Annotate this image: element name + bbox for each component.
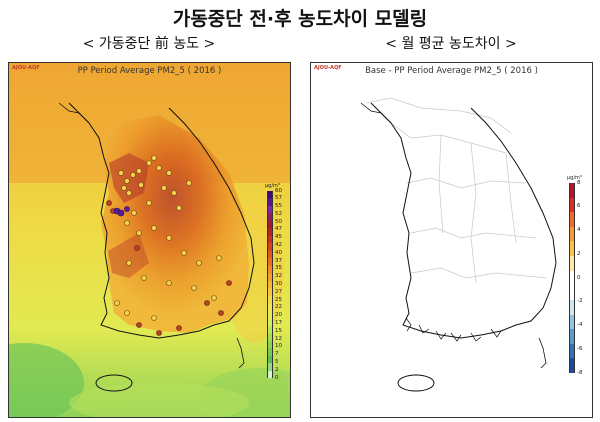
pm25-concentration-map: [9, 63, 290, 417]
right-logo: AJOU-AQF: [314, 65, 342, 71]
difference-map: [311, 63, 592, 417]
left-colorbar-tick: 60: [275, 187, 282, 194]
left-colorbar-tick: 45: [275, 234, 282, 241]
left-colorbar: [267, 191, 273, 379]
main-title: 가동중단 전·후 농도차이 모델링: [172, 8, 428, 30]
left-colorbar-segment: [267, 348, 273, 357]
left-colorbar-segment: [267, 273, 273, 282]
left-colorbar-tick: 42: [275, 242, 282, 249]
left-colorbar-segment: [267, 325, 273, 334]
left-colorbar-segment: [267, 303, 273, 312]
right-map-frame: Base - PP Period Average PM2_5 ( 2016 ) …: [310, 62, 593, 418]
left-colorbar-segment: [267, 220, 273, 229]
left-colorbar-segment: [267, 295, 273, 304]
left-colorbar-tick: 55: [275, 203, 282, 210]
left-colorbar-tick: 27: [275, 288, 282, 295]
left-colorbar-segment: [267, 340, 273, 349]
right-colorbar-tick: 2: [577, 250, 581, 257]
left-colorbar-segment: [267, 235, 273, 244]
right-colorbar-segment: [569, 270, 575, 286]
left-plot-title: PP Period Average PM2_5 ( 2016 ): [77, 66, 222, 76]
left-colorbar-tick: 2: [275, 366, 279, 373]
right-colorbar-tick: -4: [577, 322, 583, 328]
left-colorbar-segment: [267, 213, 273, 222]
right-colorbar-segment: [569, 343, 575, 359]
left-colorbar-segment: [267, 310, 273, 319]
left-colorbar-segment: [267, 280, 273, 289]
left-colorbar-segment: [267, 191, 273, 199]
left-colorbar-segment: [267, 198, 273, 207]
right-colorbar-segment: [569, 299, 575, 316]
left-colorbar-segment: [267, 318, 273, 327]
left-colorbar-tick: 32: [275, 273, 282, 280]
right-colorbar-tick: 8: [577, 179, 581, 186]
left-colorbar-tick: 17: [275, 319, 282, 326]
left-logo: AJOU-AQF: [12, 65, 40, 71]
left-colorbar-segment: [267, 250, 273, 259]
left-colorbar-tick: 35: [275, 265, 282, 272]
left-colorbar-tick: 22: [275, 304, 282, 311]
right-colorbar-tick: -6: [577, 345, 583, 352]
left-panel-subtitle: < 가동중단 前 농도 >: [82, 36, 216, 52]
left-colorbar-segment: [267, 243, 273, 252]
right-colorbar-segment: [569, 241, 575, 257]
left-colorbar-segment: [267, 370, 273, 379]
left-colorbar-tick: 52: [275, 210, 282, 217]
left-colorbar-segment: [267, 288, 273, 297]
right-colorbar-segment: [569, 197, 575, 213]
left-colorbar-tick: 47: [275, 226, 282, 233]
left-colorbar-segment: [267, 355, 273, 364]
left-colorbar-tick: 15: [275, 327, 282, 334]
left-colorbar-tick: 57: [275, 195, 282, 202]
left-colorbar-tick: 30: [275, 281, 282, 287]
right-colorbar-tick: 4: [577, 227, 581, 233]
left-colorbar-tick: 5: [275, 358, 279, 365]
right-colorbar-segment: [569, 212, 575, 228]
left-colorbar-tick: 12: [275, 335, 282, 342]
left-colorbar-tick: 0: [275, 374, 279, 381]
left-colorbar-tick: 7: [275, 351, 279, 358]
left-colorbar-tick: 10: [275, 343, 282, 350]
right-colorbar: [569, 183, 575, 374]
left-colorbar-segment: [267, 258, 273, 267]
left-panel: < 가동중단 前 농도 >: [4, 33, 294, 418]
left-colorbar-segment: [267, 363, 273, 371]
right-colorbar-tick: 6: [577, 203, 581, 210]
right-colorbar-tick: 0: [577, 274, 581, 281]
right-plot-title: Base - PP Period Average PM2_5 ( 2016 ): [365, 66, 538, 76]
left-colorbar-tick: 50: [275, 218, 282, 225]
left-colorbar-tick: 20: [275, 312, 282, 319]
left-colorbar-tick: 37: [275, 257, 282, 264]
left-unit-label: µg/m³: [265, 183, 280, 189]
right-colorbar-segment: [569, 256, 575, 272]
left-colorbar-segment: [267, 333, 273, 342]
right-colorbar-segment: [569, 358, 575, 374]
left-map-frame: PP Period Average PM2_5 ( 2016 ) AJOU-AQ…: [8, 62, 291, 418]
right-colorbar-tick: -8: [577, 369, 583, 376]
left-colorbar-tick: 40: [275, 249, 282, 256]
right-colorbar-segment: [569, 285, 575, 301]
right-colorbar-segment: [569, 314, 575, 330]
right-colorbar-segment: [569, 183, 575, 199]
left-colorbar-tick: 25: [275, 296, 282, 303]
left-colorbar-segment: [267, 228, 273, 237]
left-colorbar-segment: [267, 205, 273, 214]
right-panel: < 월 평균 농도차이 > Base - PP Period Average P…: [306, 33, 596, 418]
right-colorbar-segment: [569, 329, 575, 345]
left-colorbar-segment: [267, 265, 273, 274]
right-colorbar-tick: -2: [577, 298, 583, 305]
right-panel-subtitle: < 월 평균 농도차이 >: [385, 36, 517, 52]
right-unit-label: µg/m³: [567, 175, 582, 181]
right-colorbar-segment: [569, 226, 575, 242]
